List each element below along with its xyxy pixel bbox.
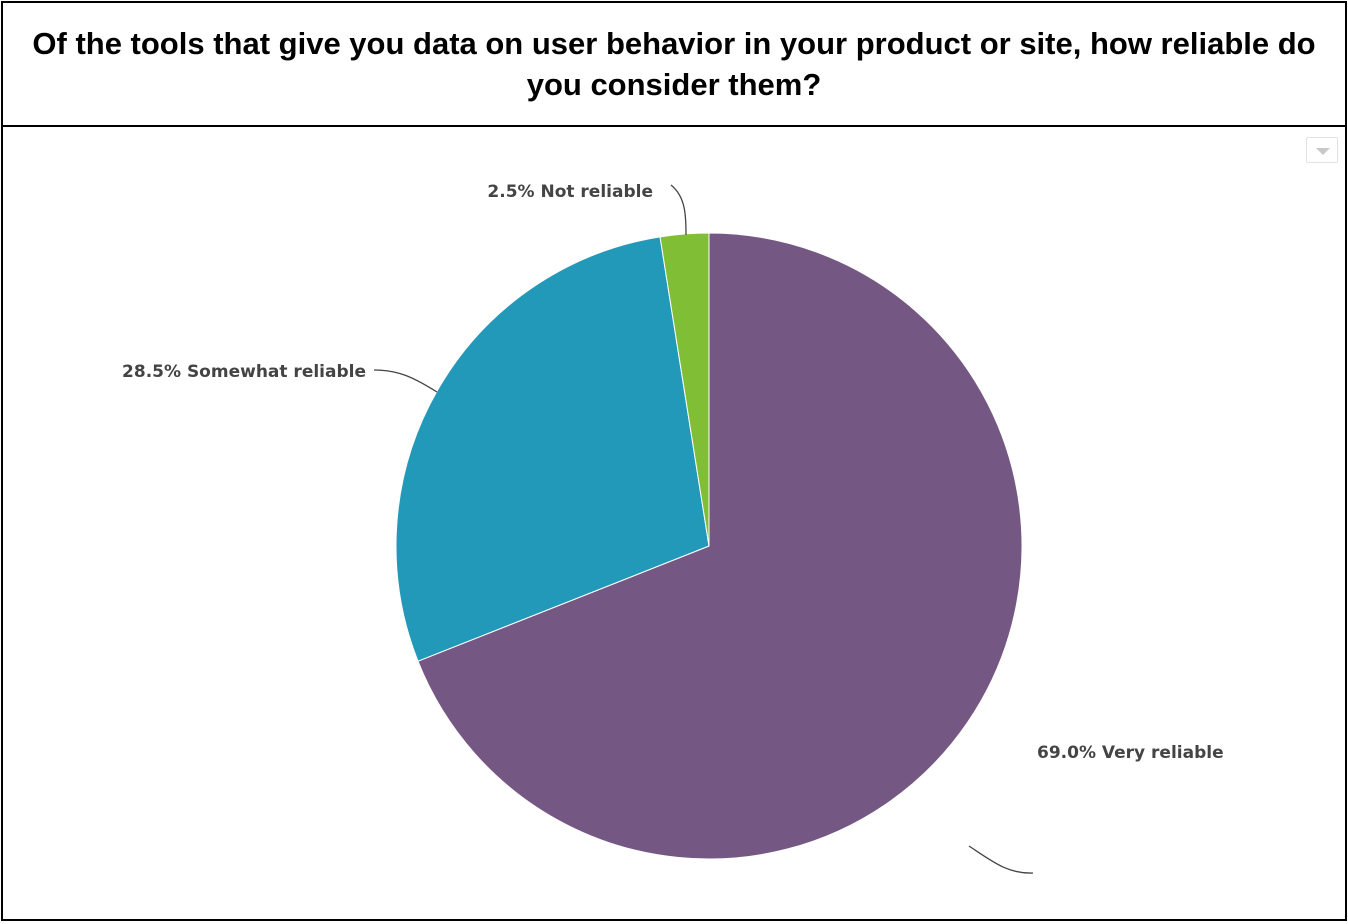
leader-line-very-reliable	[968, 845, 1034, 874]
data-label-not-reliable: 2.5% Not reliable	[487, 182, 653, 202]
chart-area: 69.0% Very reliable 28.5% Somewhat reliab…	[3, 127, 1345, 919]
pie-slice-not-reliable[interactable]	[659, 232, 710, 547]
leader-line-not-reliable	[670, 184, 687, 236]
chart-menu-button[interactable]	[1306, 137, 1338, 163]
data-label-very-reliable: 69.0% Very reliable	[1037, 743, 1224, 763]
pie-chart: 69.0% Very reliable 28.5% Somewhat reliab…	[122, 182, 1224, 874]
leader-line-somewhat-reliable	[373, 369, 438, 393]
pie-slice-somewhat-reliable[interactable]	[395, 236, 710, 662]
data-label-somewhat-reliable: 28.5% Somewhat reliable	[122, 362, 366, 382]
pie-slice-very-reliable[interactable]	[417, 232, 1023, 860]
title-box: Of the tools that give you data on user …	[3, 3, 1345, 127]
chevron-down-icon	[1316, 148, 1330, 155]
chart-title: Of the tools that give you data on user …	[32, 26, 1316, 102]
